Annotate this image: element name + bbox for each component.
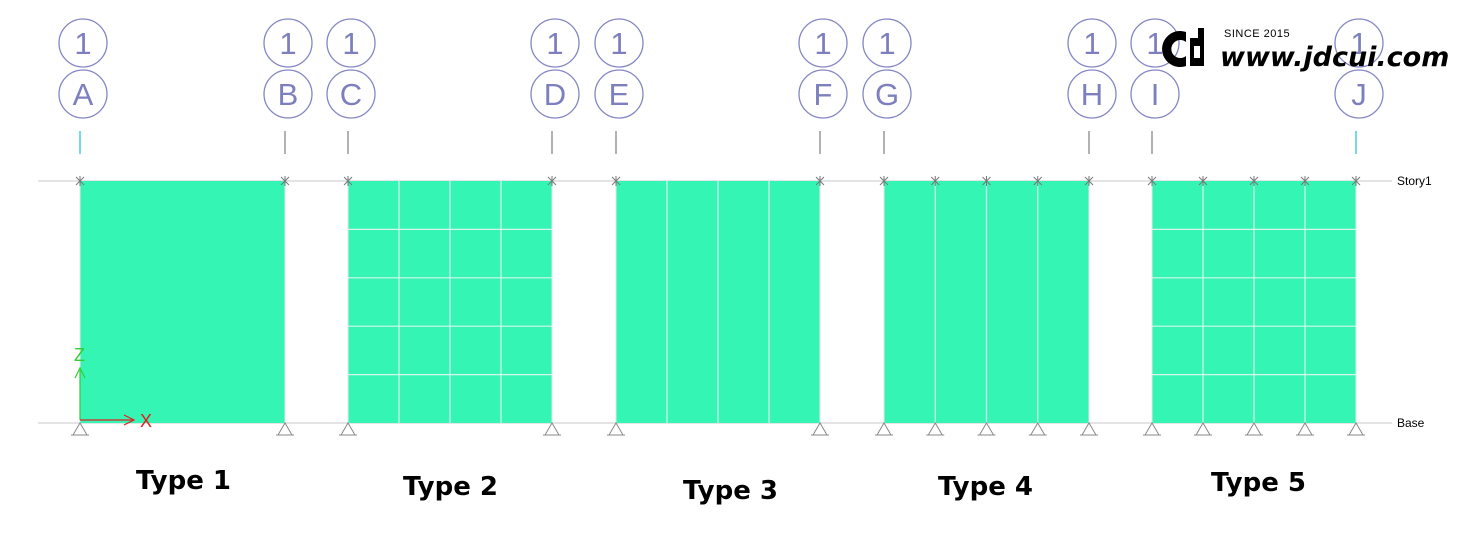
grid-bubble-f: 1F <box>798 18 848 119</box>
grid-bubble-a: 1A <box>58 18 108 119</box>
axis-triad: ZX <box>74 345 152 431</box>
grid-bubble-number: 1 <box>279 26 296 61</box>
grid-bubble-c: 1C <box>326 18 376 119</box>
joint-marker <box>1147 176 1157 186</box>
pin-support-icon <box>339 422 357 436</box>
grid-bubble-number-circle <box>1334 18 1384 68</box>
joint-marker <box>611 176 621 186</box>
grid-bubble-number: 1 <box>814 26 831 61</box>
grid-bubble-g: 1G <box>862 18 912 119</box>
grid-bubble-b: 1B <box>263 18 313 119</box>
grid-bubble-number: 1 <box>610 26 627 61</box>
joint-marker <box>547 176 557 186</box>
grid-bubble-letter-circle <box>326 69 376 119</box>
grid-bubble-letter-circle <box>798 69 848 119</box>
pin-support-icon <box>1028 422 1047 436</box>
grid-bubble-letter-circle <box>530 69 580 119</box>
type-5-label: Type 5 <box>1211 468 1306 498</box>
grid-bubble-number-circle <box>594 18 644 68</box>
grid-bubble-letter: J <box>1351 77 1367 112</box>
grid-bubble-number-circle <box>1067 18 1117 68</box>
grid-bubble-number-circle <box>58 18 108 68</box>
joint-marker <box>75 176 85 186</box>
joint-marker <box>1300 176 1310 186</box>
z-axis-label: Z <box>74 345 85 365</box>
grid-bubble-letter-circle <box>1334 69 1384 119</box>
watermark-url: www.jdcui.com <box>1220 42 1450 73</box>
joint-marker <box>815 176 825 186</box>
z-axis-arrow <box>74 366 86 379</box>
pin-support-icon <box>926 422 945 436</box>
grid-bubble-letter: B <box>278 77 299 112</box>
grid-bubble-number: 1 <box>1146 26 1163 61</box>
type-1-label: Type 1 <box>136 466 231 496</box>
grid-bubble-number-circle <box>263 18 313 68</box>
joint-marker <box>1351 176 1361 186</box>
wall-panel-type-1 <box>80 181 285 423</box>
grid-bubble-letter: C <box>340 77 362 112</box>
grid-bubble-number: 1 <box>342 26 359 61</box>
grid-bubble-letter: A <box>73 77 94 112</box>
type-3-label: Type 3 <box>683 476 778 506</box>
grid-bubble-j: 1J <box>1334 18 1384 119</box>
pin-support-icon <box>1245 422 1263 436</box>
joint-marker <box>1198 176 1208 186</box>
grid-bubble-number-circle <box>530 18 580 68</box>
grid-bubble-letter-circle <box>58 69 108 119</box>
grid-bubble-letter-circle <box>862 69 912 119</box>
grid-bubble-letter: G <box>875 77 899 112</box>
grid-bubble-number: 1 <box>878 26 895 61</box>
pin-support-icon <box>607 422 625 436</box>
grid-bubble-letter: D <box>544 77 566 112</box>
pin-support-icon <box>977 422 996 436</box>
grid-bubble-letter: F <box>814 77 833 112</box>
grid-bubble-e: 1E <box>594 18 644 119</box>
grid-bubble-h: 1H <box>1067 18 1117 119</box>
pin-support-icon <box>276 422 294 436</box>
grid-bubble-number-circle <box>798 18 848 68</box>
pin-support-icon <box>1296 422 1314 436</box>
x-axis-arrow <box>123 414 136 426</box>
grid-bubble-letter-circle <box>1130 69 1180 119</box>
joint-marker <box>1033 176 1043 186</box>
pin-support-icon <box>875 422 893 436</box>
watermark-logo: SINCE 2015 www.jdcui.com <box>1160 20 1450 80</box>
cd-logo-icon <box>1162 28 1204 67</box>
level-label-story1: Story1 <box>1397 174 1432 188</box>
grid-bubble-number: 1 <box>1083 26 1100 61</box>
grid-bubble-number: 1 <box>74 26 91 61</box>
pin-support-icon <box>1194 422 1212 436</box>
watermark-since: SINCE 2015 <box>1224 28 1291 40</box>
grid-bubble-number-circle <box>326 18 376 68</box>
type-4-label: Type 4 <box>938 472 1033 502</box>
joint-marker <box>343 176 353 186</box>
x-axis-label: X <box>140 411 152 431</box>
grid-bubble-letter-circle <box>263 69 313 119</box>
level-label-base: Base <box>1397 416 1425 430</box>
grid-bubble-letter-circle <box>1067 69 1117 119</box>
pin-support-icon <box>1143 422 1161 436</box>
grid-bubble-number-circle <box>862 18 912 68</box>
pin-support-icon <box>1080 422 1098 436</box>
joint-marker <box>1249 176 1259 186</box>
grid-bubble-number: 1 <box>1350 26 1367 61</box>
grid-bubble-letter: H <box>1081 77 1103 112</box>
pin-support-icon <box>811 422 829 436</box>
joint-marker <box>930 176 940 186</box>
joint-marker <box>280 176 290 186</box>
grid-bubble-number: 1 <box>546 26 563 61</box>
grid-bubble-letter: I <box>1151 77 1160 112</box>
joint-marker <box>1084 176 1094 186</box>
joint-marker <box>982 176 991 186</box>
grid-bubble-d: 1D <box>530 18 580 119</box>
grid-bubble-letter: E <box>609 77 630 112</box>
grid-bubble-letter-circle <box>594 69 644 119</box>
pin-support-icon <box>71 422 89 436</box>
joint-marker <box>879 176 889 186</box>
pin-support-icon <box>543 422 561 436</box>
pin-support-icon <box>1347 422 1365 436</box>
type-2-label: Type 2 <box>403 472 498 502</box>
